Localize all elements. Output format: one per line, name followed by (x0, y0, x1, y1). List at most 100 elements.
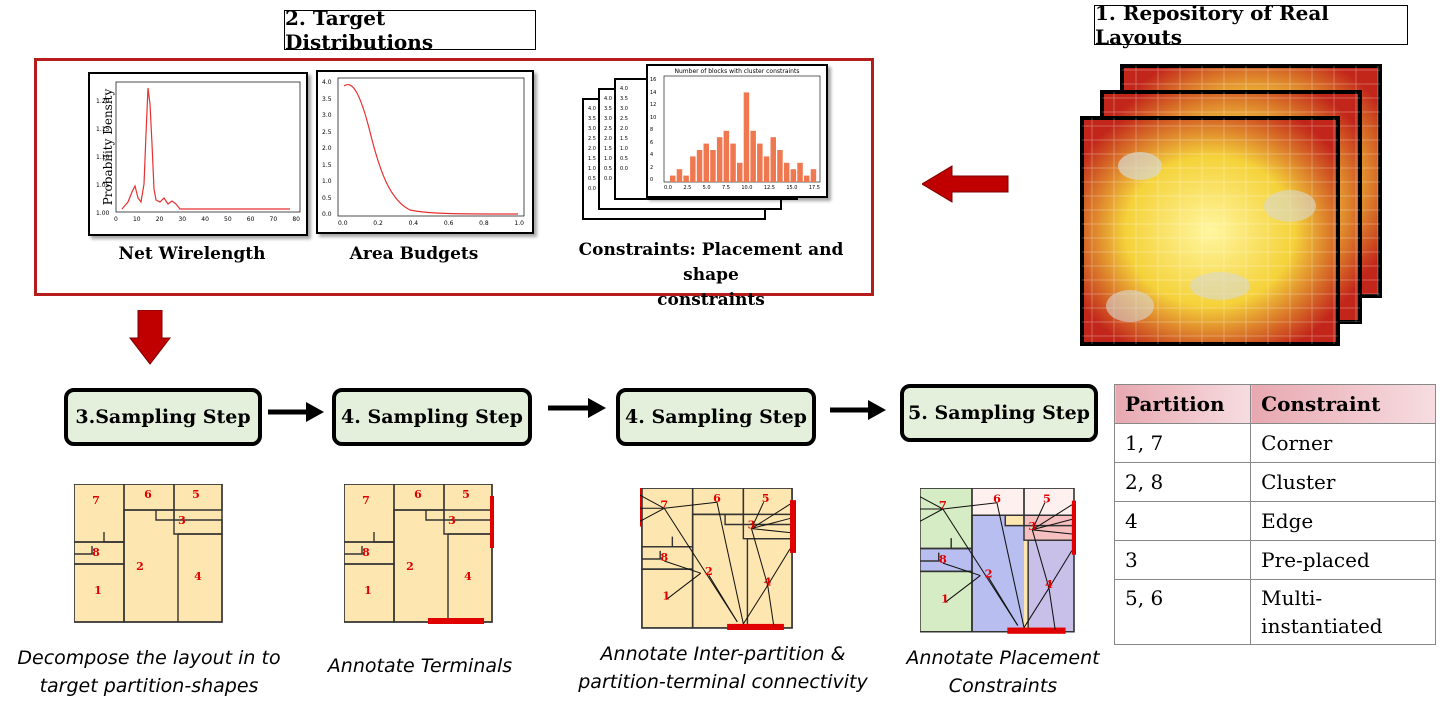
partition-region (972, 515, 1024, 632)
histogram-bar (710, 150, 716, 182)
table-cell: 4 (1113, 501, 1252, 541)
table-header-constraint: Constraint (1250, 384, 1436, 424)
net-connection (640, 494, 665, 509)
layout-repository-stack (1080, 64, 1382, 346)
step-3-description: Annotate Inter-partition & partition-term… (578, 643, 868, 693)
histogram-xticks: 0.0 2.5 5.0 7.5 10.0 12.5 15.0 17.5 (664, 185, 820, 191)
partition-label: 7 (362, 494, 370, 507)
step-arrows (268, 398, 886, 422)
layout-card-front (1080, 116, 1340, 346)
partition-label: 5 (192, 488, 200, 501)
histogram-bar (770, 137, 776, 182)
partition-boundary (641, 550, 661, 560)
partition-label: 4 (194, 570, 202, 583)
partition-boundary (344, 546, 363, 555)
terminal-bar (1071, 500, 1076, 555)
table-header-row: Partition Constraint (1113, 384, 1436, 424)
sampling-step-1: 3.Sampling Step (64, 388, 262, 446)
net-connection (751, 501, 765, 529)
partition-label: 3 (748, 519, 756, 532)
partition-boundary (671, 536, 693, 548)
net-connection (751, 503, 791, 530)
net-connection (665, 572, 702, 600)
partition-label: 5 (462, 488, 470, 501)
step-2-description: Annotate Terminals (327, 655, 513, 677)
histogram-bar (763, 156, 770, 182)
histogram-bar (750, 130, 756, 182)
histogram-bar (790, 169, 797, 182)
net-connection (1032, 529, 1072, 535)
partition-label: 1 (94, 584, 102, 597)
sampling-step-4: 5. Sampling Step (900, 384, 1098, 442)
net-connection (750, 528, 769, 586)
partition-constraint-table: Partition Constraint 1, 7 Corner 2, 8 Clus… (1113, 384, 1436, 645)
table-cell: 3 (1113, 540, 1252, 580)
partition-label: 6 (414, 488, 422, 501)
partition-label: 8 (939, 552, 947, 566)
partition-region (920, 548, 972, 572)
histogram-bar (716, 137, 723, 182)
net-wirelength-yticks: 1.20 1.15 1.10 1.05 1.00 (96, 98, 110, 217)
histogram-title: Number of blocks with cluster constraint… (674, 68, 800, 75)
histogram-bar (783, 162, 790, 182)
net-connection (708, 574, 738, 623)
partition-region (1024, 488, 1074, 516)
net-connection (942, 562, 981, 577)
histogram-bar (743, 92, 750, 182)
terminal-bar (490, 496, 494, 548)
area-budgets-xticks: 0.0 0.2 0.4 0.6 0.8 1.0 (338, 220, 524, 227)
partition-boundary (1004, 515, 1024, 527)
histogram-bar (723, 130, 730, 182)
net-connection (742, 585, 769, 625)
step-4-description: Annotate Placement Constraints (906, 647, 1100, 697)
partition-boundary (425, 510, 444, 521)
partition-label: 6 (993, 492, 1001, 506)
repository-title: 1. Repository of Real Layouts (1094, 1, 1408, 49)
partition-label: 4 (464, 570, 472, 583)
histogram-bar (690, 156, 696, 182)
partition-label: 3 (178, 514, 186, 527)
terminal-bar (1007, 627, 1066, 634)
sampling-step-2: 4. Sampling Step (332, 388, 532, 446)
net-connection (1048, 550, 1073, 589)
terminal-bar (790, 500, 796, 553)
partition-label: 7 (660, 498, 668, 511)
partition-label: 8 (92, 546, 100, 559)
constraints-caption: Constraints: Placement and shape constra… (578, 240, 844, 310)
net-connection (920, 496, 944, 510)
partition-label: 3 (448, 514, 456, 527)
partition-boundary (373, 532, 394, 543)
table-cell: 5, 6 (1113, 579, 1252, 645)
table-header-partition: Partition (1113, 384, 1252, 424)
partition-boundary (173, 484, 223, 511)
net-connection (1032, 518, 1072, 531)
repository-to-distributions-arrow (922, 165, 1009, 203)
partition-diagram-connectivity: 7 6 5 3 8 2 4 1 (640, 488, 796, 630)
partition-label: 6 (713, 492, 721, 505)
partition-label: 5 (762, 492, 770, 505)
table-row: 5, 6 Multi-instantiated (1113, 579, 1436, 645)
step-1-description: Decompose the layout in to target partiti… (17, 647, 281, 697)
net-connection (664, 560, 701, 574)
histogram-bar (777, 150, 783, 182)
net-connection (1031, 529, 1050, 589)
partition-outline (74, 484, 223, 623)
partition-region (972, 488, 1024, 516)
net-connection (751, 517, 791, 530)
partition-label: 2 (985, 567, 993, 581)
partition-outline (344, 484, 493, 623)
terminal-bar (428, 618, 484, 624)
net-connection (1048, 587, 1056, 630)
partition-boundary (950, 538, 972, 550)
net-wirelength-plot: Probability Density 1.20 1.15 1.10 1.05 … (88, 72, 308, 236)
partition-label: 2 (406, 560, 414, 573)
net-connection (988, 577, 1019, 626)
partition-label: 1 (364, 584, 372, 597)
partition-label: 2 (705, 565, 713, 578)
net-connection (767, 548, 791, 586)
histogram-bar (804, 175, 810, 182)
area-budgets-plot: 4.0 3.5 3.0 2.5 2.0 1.5 1.0 0.5 0.0 0.0 0.2 0… (316, 70, 534, 234)
net-connection (942, 508, 1019, 626)
histogram-bar (670, 175, 676, 182)
